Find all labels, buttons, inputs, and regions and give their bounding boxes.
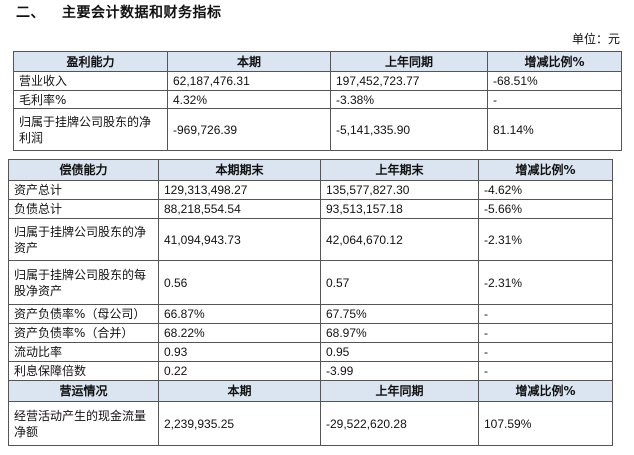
current-value: 0.56 [158, 260, 321, 305]
current-value: 62,187,476.31 [167, 71, 331, 91]
prior-value: 135,577,827.30 [320, 180, 479, 200]
table-header-row: 盈利能力 本期 上年同期 增减比例% [13, 51, 622, 72]
change-value: - [478, 361, 613, 381]
row-label: 流动比率 [8, 342, 159, 362]
current-value: 0.22 [158, 361, 321, 381]
header-cell: 营运情况 [8, 380, 159, 402]
prior-value: 68.97% [320, 323, 479, 343]
row-label: 营业收入 [13, 71, 168, 91]
header-cell: 本期 [158, 380, 321, 402]
row-label: 资产负债率%（合并） [8, 323, 159, 343]
table-row: 资产负债率%（合并） 68.22% 68.97% - [8, 323, 613, 343]
current-value: 4.32% [167, 90, 331, 109]
row-label: 经营活动产生的现金流量净额 [8, 401, 159, 446]
table-row: 资产总计 129,313,498.27 135,577,827.30 -4.62… [8, 180, 613, 200]
change-value: 107.59% [478, 401, 613, 446]
current-value: 66.87% [158, 304, 321, 324]
table-header-row: 偿债能力 本期期末 上年期末 增减比例% [8, 159, 613, 181]
change-value: - [478, 304, 613, 324]
prior-value: 93,513,157.18 [320, 199, 479, 219]
prior-value: -3.38% [330, 90, 488, 109]
change-value: -5.66% [478, 199, 613, 219]
prior-value: 42,064,670.12 [320, 218, 479, 261]
table-row: 负债总计 88,218,554.54 93,513,157.18 -5.66% [8, 199, 613, 219]
row-label: 资产总计 [8, 180, 159, 200]
header-cell: 增减比例% [478, 159, 613, 181]
row-label: 负债总计 [8, 199, 159, 219]
header-cell: 上年期末 [320, 159, 479, 181]
header-cell: 上年同期 [330, 51, 488, 72]
table-row: 归属于挂牌公司股东的每股净资产 0.56 0.57 -2.31% [8, 260, 613, 305]
row-label: 毛利率% [13, 90, 168, 109]
profit-table: 盈利能力 本期 上年同期 增减比例% 营业收入 62,187,476.31 19… [13, 51, 622, 151]
table-row: 归属于挂牌公司股东的净利润 -969,726.39 -5,141,335.90 … [13, 108, 622, 151]
table-header-row: 营运情况 本期 上年同期 增减比例% [8, 380, 613, 402]
prior-value: -5,141,335.90 [330, 108, 488, 151]
prior-value: 67.75% [320, 304, 479, 324]
header-cell: 上年同期 [320, 380, 479, 402]
header-cell: 本期期末 [158, 159, 321, 181]
table-row: 经营活动产生的现金流量净额 2,239,935.25 -29,522,620.2… [8, 401, 613, 446]
prior-value: 197,452,723.77 [330, 71, 488, 91]
header-cell: 本期 [167, 51, 331, 72]
prior-value: 0.95 [320, 342, 479, 362]
change-value: -2.31% [478, 260, 613, 305]
header-cell: 盈利能力 [13, 51, 168, 72]
header-cell: 增减比例% [478, 380, 613, 402]
prior-value: -29,522,620.28 [320, 401, 479, 446]
header-cell: 偿债能力 [8, 159, 159, 181]
prior-value: 0.57 [320, 260, 479, 305]
row-label: 资产负债率%（母公司） [8, 304, 159, 324]
section-number: 二、 [16, 5, 45, 21]
change-value: -4.62% [478, 180, 613, 200]
table-row: 归属于挂牌公司股东的净资产 41,094,943.73 42,064,670.1… [8, 218, 613, 261]
table-row: 资产负债率%（母公司） 66.87% 67.75% - [8, 304, 613, 324]
prior-value: -3.99 [320, 361, 479, 381]
section-heading: 二、 主要会计数据和财务指标 [16, 2, 222, 22]
section-title: 主要会计数据和财务指标 [62, 5, 222, 21]
row-label: 归属于挂牌公司股东的净利润 [13, 108, 168, 151]
change-value: - [487, 90, 622, 109]
current-value: 41,094,943.73 [158, 218, 321, 261]
current-value: 88,218,554.54 [158, 199, 321, 219]
row-label: 利息保障倍数 [8, 361, 159, 381]
table-row: 营业收入 62,187,476.31 197,452,723.77 -68.51… [13, 71, 622, 91]
change-value: - [478, 323, 613, 343]
current-value: 68.22% [158, 323, 321, 343]
table-row: 毛利率% 4.32% -3.38% - [13, 90, 622, 109]
row-label: 归属于挂牌公司股东的净资产 [8, 218, 159, 261]
row-label: 归属于挂牌公司股东的每股净资产 [8, 260, 159, 305]
current-value: -969,726.39 [167, 108, 331, 151]
unit-label: 单位：元 [571, 32, 620, 46]
header-cell: 增减比例% [487, 51, 622, 72]
change-value: 81.14% [487, 108, 622, 151]
change-value: -68.51% [487, 71, 622, 91]
current-value: 0.93 [158, 342, 321, 362]
solvency-table: 偿债能力 本期期末 上年期末 增减比例% 资产总计 129,313,498.27… [8, 159, 613, 446]
current-value: 129,313,498.27 [158, 180, 321, 200]
change-value: - [478, 342, 613, 362]
current-value: 2,239,935.25 [158, 401, 321, 446]
table-row: 利息保障倍数 0.22 -3.99 - [8, 361, 613, 381]
table-row: 流动比率 0.93 0.95 - [8, 342, 613, 362]
change-value: -2.31% [478, 218, 613, 261]
